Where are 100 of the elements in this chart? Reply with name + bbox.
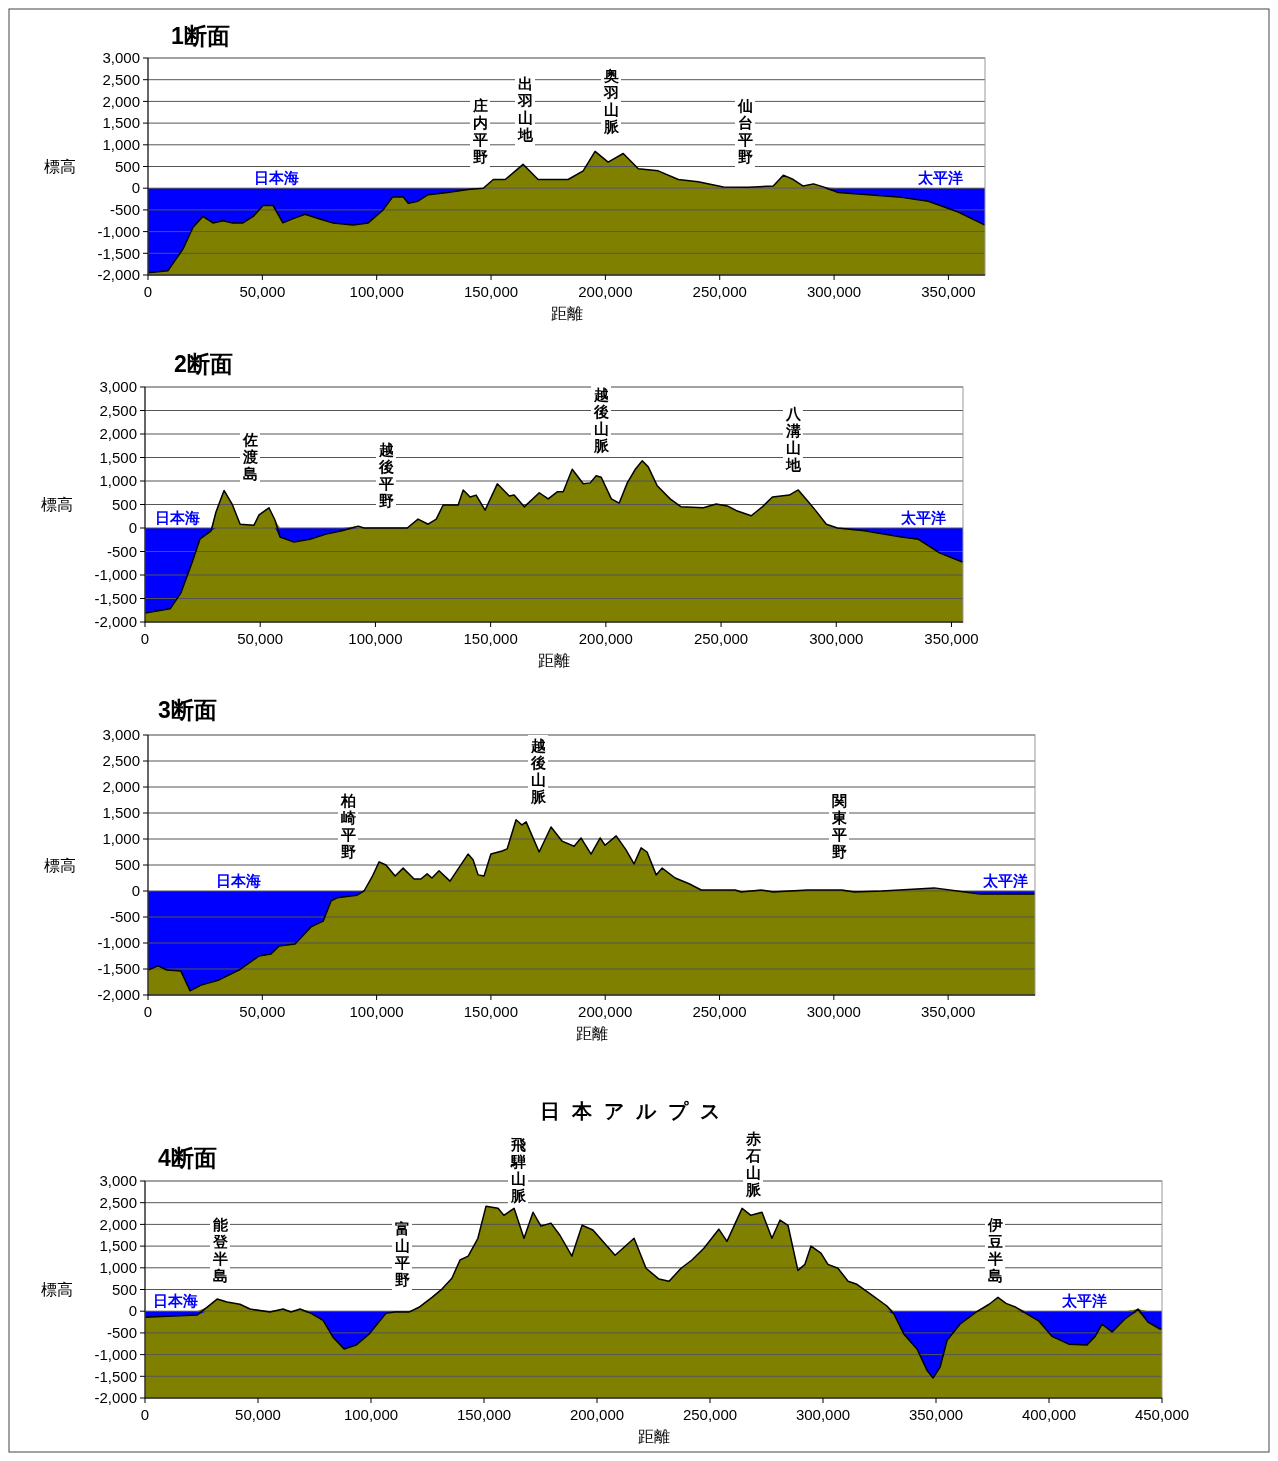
annotation: 日本海 [253, 169, 299, 187]
annotation: 八溝山地 [784, 405, 802, 473]
x-tick-label: 50,000 [237, 630, 284, 647]
annotation: 太平洋 [1061, 1292, 1108, 1310]
y-tick-label: 3,000 [102, 726, 140, 744]
y-tick-label: 500 [111, 495, 137, 513]
x-axis-title: 距離 [538, 652, 570, 669]
annotation: 日本海 [216, 872, 262, 889]
y-tick-label: 1,000 [102, 830, 140, 848]
y-tick-label: -500 [109, 908, 140, 926]
x-tick-label: 50,000 [239, 283, 286, 300]
y-tick-label: -1,000 [94, 1345, 137, 1363]
x-tick-label: 350,000 [921, 1003, 976, 1020]
y-tick-label: -1,000 [94, 566, 137, 584]
y-tick-label: -500 [109, 201, 140, 219]
y-axis-title: 標高 [41, 1281, 73, 1299]
y-tick-label: -2,000 [94, 1389, 137, 1407]
x-tick-label: 350,000 [921, 283, 976, 300]
chart-title: 3断面 [158, 697, 217, 723]
annotation: 能登半島 [211, 1216, 229, 1284]
x-tick-label: 150,000 [463, 630, 518, 647]
annotation: 柏崎平野 [339, 792, 356, 860]
annotation: 越後平野 [377, 441, 394, 509]
annotation: 関東平野 [830, 792, 848, 860]
annotation: 飛騨山脈 [509, 1136, 527, 1204]
x-tick-label: 200,000 [578, 283, 633, 300]
y-tick-label: 500 [111, 1280, 137, 1298]
y-tick-label: 0 [128, 519, 137, 537]
y-tick-label: 1,500 [99, 1237, 137, 1255]
y-tick-label: 0 [128, 1302, 137, 1320]
y-tick-label: -1,500 [94, 1367, 137, 1385]
annotation: 越後山脈 [592, 386, 610, 454]
x-tick-label: 150,000 [456, 1406, 512, 1423]
x-tick-label: 350,000 [924, 630, 979, 647]
y-tick-label: 1,000 [99, 1259, 137, 1277]
annotation: 富山平野 [393, 1220, 410, 1288]
annotation: 赤石山脈 [744, 1130, 762, 1198]
chart-title: 1断面 [171, 23, 230, 49]
annotation: 佐渡島 [241, 431, 258, 482]
x-tick-label: 0 [143, 283, 153, 300]
y-axis-title: 標高 [44, 158, 76, 176]
x-tick-label: 100,000 [343, 1406, 399, 1423]
x-axis-title: 距離 [637, 1428, 670, 1445]
annotation: 出羽山地 [516, 75, 534, 143]
x-tick-label: 300,000 [806, 283, 862, 300]
annotation: 仙台平野 [736, 97, 753, 165]
x-tick-label: 150,000 [463, 1003, 519, 1020]
y-tick-label: -1,500 [97, 960, 140, 978]
x-tick-label: 350,000 [908, 1406, 964, 1423]
x-tick-label: 250,000 [682, 1406, 738, 1423]
y-tick-label: 1,500 [102, 804, 140, 822]
chart-title: 2断面 [174, 351, 233, 377]
y-tick-label: -1,500 [94, 589, 137, 607]
y-tick-label: -1,000 [97, 934, 140, 952]
annotation: 日本海 [155, 509, 201, 526]
annotation: 太平洋 [916, 169, 963, 187]
y-axis-title: 標高 [41, 496, 73, 514]
x-tick-label: 100,000 [348, 630, 403, 647]
y-tick-label: -1,500 [97, 244, 140, 262]
y-tick-label: 3,000 [99, 1172, 137, 1190]
y-tick-label: 2,000 [99, 425, 137, 443]
text: 日本アルプス [540, 1100, 732, 1122]
y-tick-label: 1,000 [102, 136, 140, 154]
x-axis-title: 距離 [575, 1025, 608, 1042]
x-axis-title: 距離 [550, 305, 583, 322]
y-tick-label: -2,000 [97, 266, 140, 284]
x-tick-label: 250,000 [693, 630, 749, 647]
x-tick-label: 100,000 [349, 1003, 404, 1020]
y-tick-label: -2,000 [94, 613, 137, 631]
annotation: 太平洋 [981, 872, 1028, 889]
y-axis-title: 標高 [44, 856, 76, 874]
chart-title: 4断面 [158, 1145, 217, 1171]
x-tick-label: 150,000 [463, 283, 519, 300]
annotation: 庄内平野 [471, 97, 488, 165]
x-tick-label: 400,000 [1021, 1406, 1077, 1423]
y-tick-label: -2,000 [97, 986, 140, 1004]
annotation: 越後山脈 [529, 737, 547, 805]
x-tick-label: 50,000 [235, 1406, 281, 1423]
y-tick-label: 2,500 [102, 70, 140, 88]
y-tick-label: 2,500 [99, 401, 137, 419]
y-tick-label: 2,000 [102, 778, 140, 796]
y-tick-label: -500 [106, 1324, 137, 1342]
x-tick-label: 200,000 [569, 1406, 625, 1423]
x-tick-label: 0 [143, 1003, 153, 1020]
annotation: 奥羽山脈 [602, 67, 620, 135]
x-tick-label: 300,000 [795, 1406, 851, 1423]
y-tick-label: 500 [114, 856, 140, 874]
y-tick-label: 2,500 [102, 752, 140, 770]
annotation: 太平洋 [899, 509, 946, 526]
x-tick-label: 200,000 [578, 630, 633, 647]
annotation: 伊豆半島 [986, 1216, 1003, 1284]
x-tick-label: 250,000 [692, 1003, 747, 1020]
y-tick-label: 1,000 [99, 472, 137, 490]
y-tick-label: 0 [131, 882, 140, 900]
y-tick-label: 1,500 [102, 114, 140, 132]
x-tick-label: 100,000 [349, 283, 404, 300]
x-tick-label: 450,000 [1134, 1406, 1190, 1423]
y-tick-label: 1,500 [99, 448, 137, 466]
y-tick-label: 500 [114, 157, 140, 175]
y-tick-label: -500 [106, 542, 137, 560]
